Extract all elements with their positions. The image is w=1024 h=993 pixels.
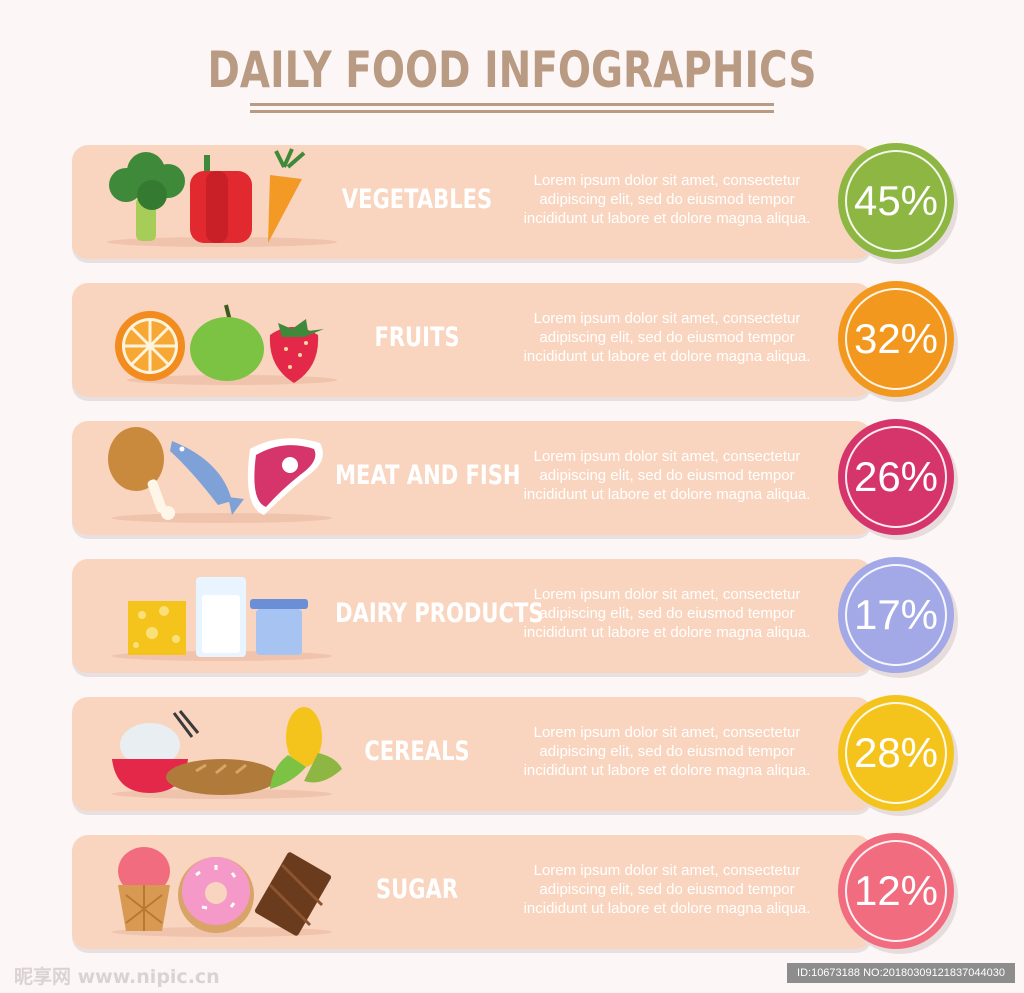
row-label: FRUITS — [374, 322, 460, 353]
row-icons — [92, 145, 342, 259]
donut-icon — [178, 857, 254, 933]
chicken-leg-icon — [108, 427, 175, 520]
row-description: Lorem ipsum dolor sit amet, consectetur … — [523, 586, 811, 641]
row-icons — [92, 283, 342, 397]
row-description: Lorem ipsum dolor sit amet, consectetur … — [523, 862, 811, 917]
percent-badge: 17% — [838, 557, 954, 673]
pepper-icon — [190, 155, 252, 243]
row-icons — [92, 835, 342, 949]
row-sugar: SUGAR Lorem ipsum dolor sit amet, consec… — [72, 833, 962, 953]
row-description: Lorem ipsum dolor sit amet, consectetur … — [523, 310, 811, 365]
yogurt-icon — [250, 599, 308, 655]
bread-icon — [166, 759, 278, 795]
steak-icon — [247, 438, 323, 515]
page-title: DAILY FOOD INFOGRAPHICS — [207, 41, 817, 99]
percent-value: 28% — [853, 729, 939, 776]
percent-badge: 32% — [838, 281, 954, 397]
chocolate-icon — [254, 852, 332, 936]
row-label: VEGETABLES — [341, 184, 493, 215]
row-cereals: CEREALS Lorem ipsum dolor sit amet, cons… — [72, 695, 962, 815]
apple-icon — [190, 304, 264, 381]
row-fruits: FRUITS Lorem ipsum dolor sit amet, conse… — [72, 281, 962, 401]
percent-badge: 28% — [838, 695, 954, 811]
row-meat-and-fish: MEAT AND FISH Lorem ipsum dolor sit amet… — [72, 419, 962, 539]
watermark-logo: 昵享网 www.nipic.cn — [14, 966, 220, 988]
badge-ring — [845, 840, 947, 942]
ice-cream-icon — [118, 847, 170, 931]
row-dairy-products: DAIRY PRODUCTS Lorem ipsum dolor sit ame… — [72, 557, 962, 677]
milk-glass-icon — [196, 577, 246, 657]
row-icons — [92, 559, 342, 673]
row-label: MEAT AND FISH — [335, 460, 521, 491]
percent-badge: 45% — [838, 143, 954, 259]
percent-value: 45% — [853, 177, 939, 224]
row-icons — [92, 697, 342, 811]
row-label: DAIRY PRODUCTS — [335, 598, 544, 629]
percent-value: 17% — [853, 591, 939, 638]
title-underline-bottom — [250, 110, 774, 113]
badge-ring — [845, 702, 947, 804]
strawberry-icon — [269, 319, 324, 383]
row-description: Lorem ipsum dolor sit amet, consectetur … — [523, 172, 811, 227]
row-description: Lorem ipsum dolor sit amet, consectetur … — [523, 448, 811, 503]
row-label: CEREALS — [364, 736, 470, 767]
percent-value: 26% — [853, 453, 939, 500]
cheese-icon — [128, 601, 186, 655]
rice-bowl-icon — [112, 710, 200, 793]
watermark-id: ID:10673188 NO:20180309121837044030 — [787, 963, 1015, 983]
row-label: SUGAR — [375, 874, 459, 905]
carrot-icon — [268, 148, 306, 243]
badge-ring — [845, 426, 947, 528]
orange-icon — [115, 311, 185, 381]
badge-ring — [845, 150, 947, 252]
row-vegetables: VEGETABLES Lorem ipsum dolor sit amet, c… — [72, 143, 962, 263]
broccoli-icon — [109, 152, 185, 241]
badge-ring — [845, 564, 947, 666]
corn-icon — [270, 707, 342, 789]
percent-value: 12% — [853, 867, 939, 914]
row-description: Lorem ipsum dolor sit amet, consectetur … — [523, 724, 811, 779]
title-underline-top — [250, 103, 774, 106]
row-icons — [92, 421, 342, 535]
badge-ring — [845, 288, 947, 390]
fish-icon — [170, 441, 244, 515]
percent-badge: 26% — [838, 419, 954, 535]
percent-value: 32% — [853, 315, 939, 362]
percent-badge: 12% — [838, 833, 954, 949]
